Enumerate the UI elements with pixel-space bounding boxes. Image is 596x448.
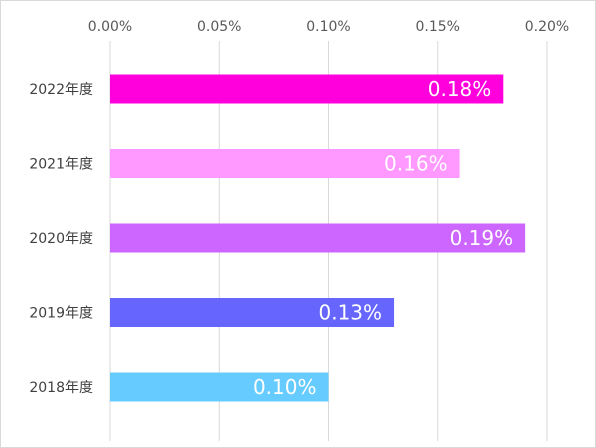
data-label: 0.19% [450, 226, 514, 250]
category-label: 2019年度 [29, 306, 93, 322]
data-label: 0.10% [253, 375, 317, 399]
x-tick-label: 0.00% [88, 19, 132, 35]
category-label: 2021年度 [29, 157, 93, 173]
data-label: 0.18% [428, 77, 492, 101]
x-tick-label: 0.20% [525, 19, 569, 35]
bar [110, 298, 395, 327]
bar [110, 223, 526, 253]
data-label: 0.16% [384, 152, 448, 176]
x-tick-label: 0.10% [306, 19, 350, 35]
x-axis-ticks: 0.00% 0.05% 0.10% 0.15% 0.20% [88, 19, 569, 35]
category-label: 2020年度 [29, 231, 93, 247]
bar [110, 372, 329, 402]
x-tick-label: 0.15% [416, 19, 460, 35]
bar [110, 149, 460, 178]
category-label: 2018年度 [29, 380, 93, 396]
bar [110, 74, 504, 104]
data-labels: 0.18% 0.16% 0.19% 0.13% 0.10% [253, 77, 513, 399]
category-label: 2022年度 [29, 82, 93, 98]
data-label: 0.13% [319, 301, 383, 325]
x-tick-label: 0.05% [197, 19, 241, 35]
bars [110, 74, 526, 402]
category-labels: 2022年度 2021年度 2020年度 2019年度 2018年度 [29, 82, 93, 396]
